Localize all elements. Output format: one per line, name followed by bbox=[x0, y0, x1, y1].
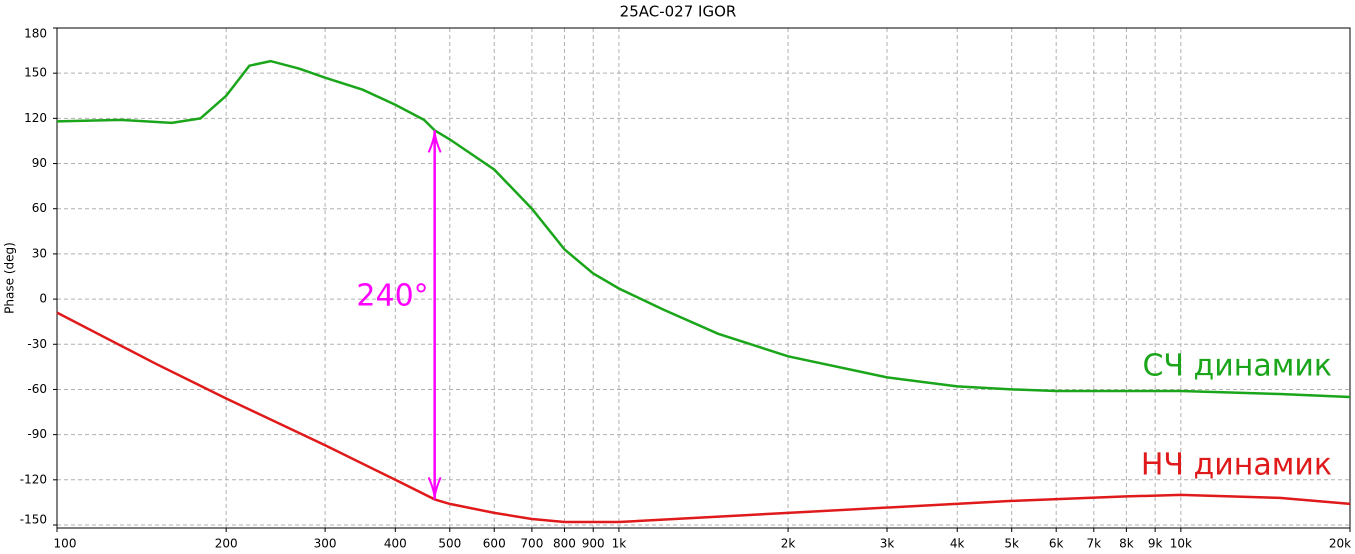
x-tick-label: 200 bbox=[215, 537, 238, 551]
y-tick-label: -30 bbox=[27, 337, 47, 351]
y-tick-label: -60 bbox=[27, 382, 47, 396]
y-axis-label: Phase (deg) bbox=[3, 242, 17, 314]
x-tick-label: 600 bbox=[483, 537, 506, 551]
series-label: НЧ динамик bbox=[1141, 447, 1332, 482]
y-tick-label: 0 bbox=[39, 292, 47, 306]
x-tick-label: 20k bbox=[1329, 537, 1351, 551]
y-tick-label: 30 bbox=[32, 246, 47, 260]
x-tick-label: 700 bbox=[520, 537, 543, 551]
x-tick-label: 400 bbox=[384, 537, 407, 551]
arrow-head bbox=[427, 130, 442, 153]
annotation-text: 240° bbox=[356, 278, 428, 313]
plot-frame bbox=[56, 27, 1351, 529]
series-label: СЧ динамик bbox=[1142, 348, 1332, 383]
y-tick-label: 90 bbox=[32, 156, 47, 170]
x-tick-label: 2k bbox=[781, 537, 796, 551]
x-tick-label: 1k bbox=[612, 537, 627, 551]
series-line bbox=[56, 59, 1351, 399]
series-line bbox=[56, 311, 1351, 524]
y-tick-label: -120 bbox=[20, 472, 47, 486]
x-tick-label: 6k bbox=[1049, 537, 1064, 551]
y-tick-label: 60 bbox=[32, 201, 47, 215]
x-tick-label: 500 bbox=[438, 537, 461, 551]
y-tick-label: 120 bbox=[24, 111, 47, 125]
x-tick-label: 7k bbox=[1087, 537, 1102, 551]
chart-title: 25AC-027 IGOR bbox=[620, 3, 737, 21]
x-tick-label: 3k bbox=[880, 537, 895, 551]
y-tick-label: 150 bbox=[24, 66, 47, 80]
x-tick-label: 9k bbox=[1148, 537, 1163, 551]
y-tick-label: -150 bbox=[20, 513, 47, 527]
x-tick-label: 8k bbox=[1119, 537, 1134, 551]
x-tick-label: 800 bbox=[553, 537, 576, 551]
x-tick-label: 10k bbox=[1170, 537, 1192, 551]
x-tick-label: 900 bbox=[582, 537, 605, 551]
x-tick-label: 4k bbox=[950, 537, 965, 551]
y-tick-label: -90 bbox=[27, 427, 47, 441]
x-tick-label: 5k bbox=[1004, 537, 1019, 551]
x-tick-label: 100 bbox=[54, 537, 77, 551]
y-tick-label: 180 bbox=[24, 27, 47, 41]
x-tick-label: 300 bbox=[314, 537, 337, 551]
